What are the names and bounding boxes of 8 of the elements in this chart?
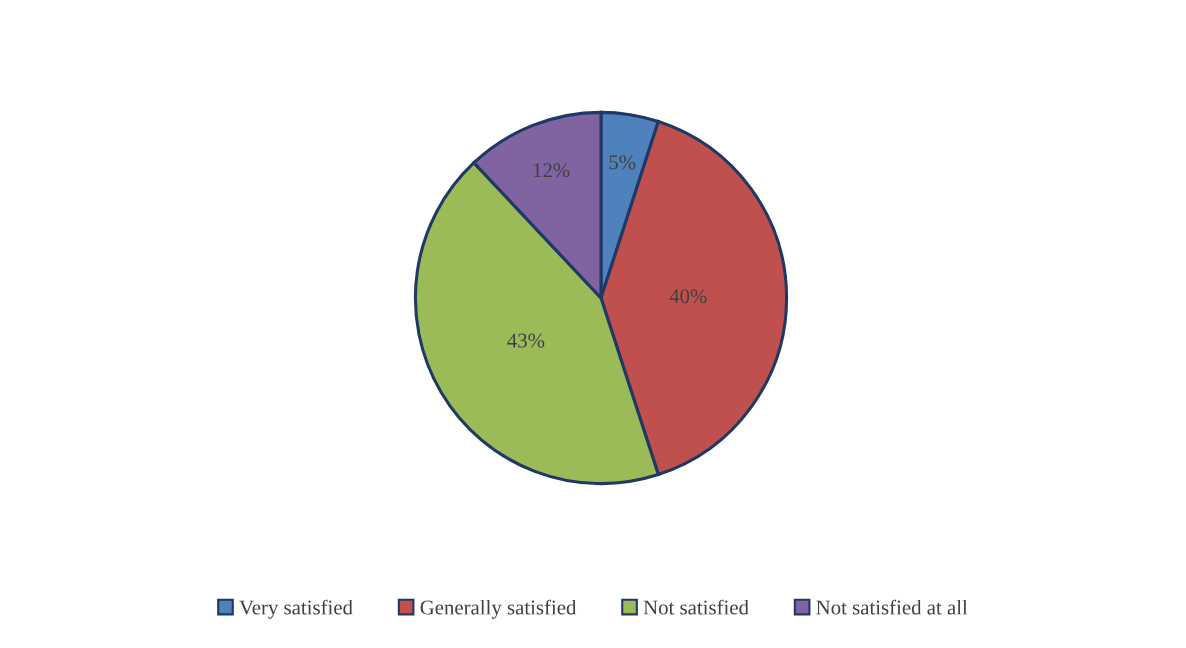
- legend-label: Not satisfied at all: [816, 599, 968, 615]
- data-label: 43%: [507, 333, 545, 348]
- legend-label: Generally satisfied: [420, 599, 577, 619]
- legend-label: Not satisfied: [643, 599, 749, 615]
- legend-label: Very satisfied: [239, 599, 353, 619]
- data-label: 12%: [533, 163, 570, 178]
- data-label: 40%: [669, 289, 707, 304]
- data-label: 5%: [609, 155, 636, 170]
